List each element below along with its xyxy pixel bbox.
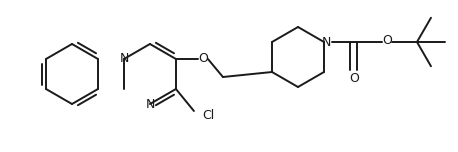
Text: O: O [349, 73, 359, 85]
Text: Cl: Cl [202, 109, 214, 121]
Text: N: N [119, 52, 129, 66]
Text: N: N [145, 97, 155, 111]
Text: N: N [322, 36, 331, 48]
Text: O: O [382, 35, 392, 47]
Text: O: O [198, 52, 208, 64]
